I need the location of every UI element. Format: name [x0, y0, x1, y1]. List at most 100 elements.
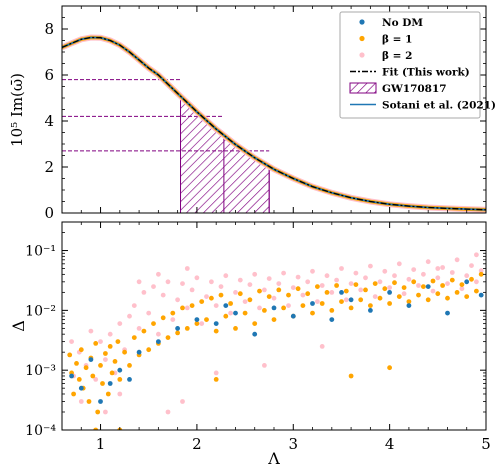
point--2	[180, 399, 185, 404]
point--2	[421, 271, 426, 277]
point--1	[464, 294, 470, 299]
point--1	[406, 299, 412, 304]
point--2	[257, 305, 262, 311]
gw170817-hatch	[180, 95, 270, 213]
point--2	[315, 299, 320, 304]
bottom-xtick-label-4: 4	[385, 435, 395, 453]
point--1	[223, 313, 229, 319]
point-no-dm	[406, 303, 412, 308]
point--1	[271, 317, 277, 322]
legend-label: β = 2	[382, 50, 412, 62]
point--2	[445, 281, 450, 286]
point--1	[343, 288, 349, 294]
legend-marker	[359, 35, 365, 42]
point--2	[180, 281, 185, 286]
point--1	[127, 363, 132, 368]
point--2	[199, 321, 205, 326]
bottom-axes-frame	[61, 221, 487, 431]
curves	[62, 34, 486, 213]
point--2	[416, 283, 421, 288]
legend-label: Sotani et al. (2021)	[382, 100, 496, 112]
point--2	[406, 276, 412, 282]
point-no-dm	[117, 367, 123, 373]
point--1	[93, 427, 99, 430]
point--2	[107, 331, 113, 337]
point--1	[334, 283, 339, 288]
point--2	[103, 357, 108, 362]
point-no-dm	[107, 381, 113, 386]
legend-label: GW170817	[382, 83, 447, 95]
point--1	[74, 361, 79, 366]
point--1	[184, 326, 190, 331]
point--1	[204, 317, 209, 322]
gw170817-region	[180, 95, 270, 213]
point-no-dm	[348, 297, 354, 303]
point--1	[112, 359, 118, 364]
point--1	[194, 321, 200, 326]
point--2	[290, 285, 296, 290]
point--2	[98, 339, 103, 344]
point--2	[242, 299, 248, 304]
point--1	[368, 303, 373, 308]
point-no-dm	[464, 279, 470, 285]
point--2	[464, 273, 470, 279]
point--1	[67, 352, 73, 358]
point--2	[247, 282, 253, 287]
bottom-xtick-label-1: 1	[96, 435, 106, 453]
point--1	[435, 291, 441, 297]
fit-line	[62, 36, 486, 211]
point--2	[117, 391, 123, 397]
point--2	[343, 297, 349, 303]
legend-marker	[359, 19, 365, 25]
point--2	[218, 284, 224, 289]
point--2	[382, 268, 388, 274]
point--2	[156, 271, 161, 277]
point--2	[184, 266, 190, 271]
point--1	[363, 287, 368, 293]
point--2	[353, 270, 359, 276]
point--1	[76, 377, 82, 382]
point--1	[237, 291, 243, 297]
legend-entry-0: No DM	[359, 17, 423, 29]
point--1	[218, 292, 224, 298]
point--2	[435, 275, 441, 281]
point--2	[363, 275, 368, 281]
legend-label: β = 1	[382, 34, 412, 46]
point--2	[396, 261, 402, 267]
point-no-dm	[368, 308, 373, 313]
point-no-dm	[425, 284, 431, 289]
point--2	[319, 344, 325, 349]
top-ylabel: 10⁵ Im(ω̄)	[8, 73, 26, 147]
point--1	[131, 335, 137, 340]
point--1	[90, 373, 96, 379]
point--1	[93, 341, 99, 346]
point--1	[107, 344, 113, 349]
point--1	[474, 288, 479, 294]
bottom-ticks: 1 2 3 4 5 10⁻⁴ 10⁻³ 10⁻² 10⁻¹	[25, 222, 491, 453]
bottom-ylabel: Δ	[9, 320, 28, 332]
point--2	[146, 310, 152, 316]
point--1	[141, 328, 147, 334]
point-no-dm	[194, 317, 200, 322]
point--1	[122, 349, 127, 355]
point--2	[454, 257, 460, 263]
point--2	[271, 295, 277, 301]
point--2	[237, 277, 243, 283]
point--2	[430, 288, 436, 294]
point--1	[396, 294, 402, 299]
top-ytick-label-0: 0	[44, 204, 54, 222]
point--2	[209, 279, 214, 285]
point--2	[127, 313, 132, 319]
bottom-xtick-label-5: 5	[481, 435, 491, 453]
point--1	[199, 299, 205, 304]
point--1	[165, 335, 171, 340]
point--2	[377, 279, 383, 285]
point--2	[266, 276, 272, 281]
point--2	[281, 270, 286, 276]
point--2	[213, 370, 219, 376]
point--2	[117, 321, 123, 326]
legend-label: Fit (This work)	[382, 67, 470, 79]
point-no-dm	[252, 331, 258, 337]
top-ticks: 0 2 4 6 8	[44, 6, 487, 222]
point--2	[141, 290, 147, 295]
